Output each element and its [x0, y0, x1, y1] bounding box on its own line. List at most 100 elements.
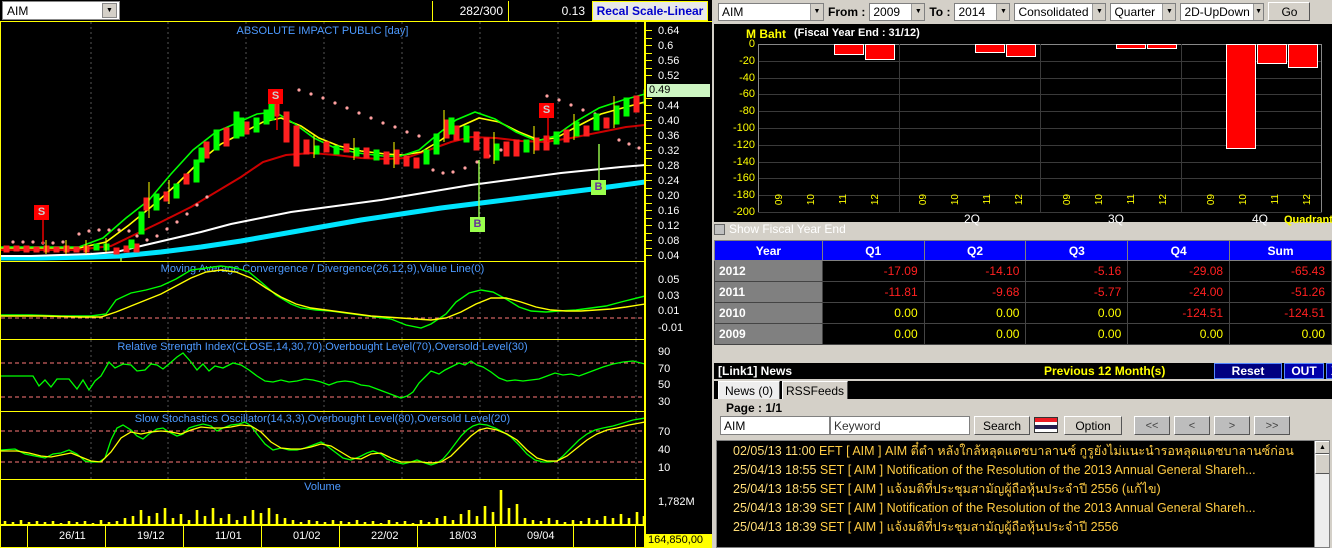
cell-q2: -9.68 — [923, 281, 1027, 303]
next-page-button[interactable]: > — [1214, 416, 1250, 435]
col-q3: Q3 — [1025, 240, 1129, 261]
scroll-up-icon[interactable]: ▲ — [1315, 441, 1329, 454]
page-indicator: Page : 1/1 — [726, 401, 783, 415]
checkbox-icon[interactable] — [714, 223, 725, 235]
last-page-button[interactable]: >> — [1254, 416, 1290, 435]
rsi-panel[interactable]: Relative Strength Index(CLOSE,14,30,70),… — [0, 340, 645, 412]
cell-q4: -24.00 — [1127, 281, 1231, 303]
volume-title: Volume — [304, 481, 341, 493]
tab-news[interactable]: News (0) — [718, 381, 780, 399]
quarterly-earnings-chart[interactable]: M Baht (Fiscal Year End : 31/12) 0 -20 -… — [714, 24, 1332, 226]
period-value: Quarter — [1114, 4, 1156, 19]
fiscal-year-end-label: (Fiscal Year End : 31/12) — [794, 27, 920, 39]
chart-canvas-area: ABSOLUTE IMPACT PUBLIC [day] — [0, 22, 712, 548]
cell-sum: -51.26 — [1229, 281, 1332, 303]
view-mode-select[interactable]: 2D-UpDown ▼ — [1180, 2, 1265, 21]
cell-year: 2012 — [714, 260, 823, 282]
news-list[interactable]: 02/05/13 11:00 EFT [ AIM ] AIM ตี๋ตํา หล… — [716, 440, 1330, 548]
period-select[interactable]: Quarter ▼ — [1110, 2, 1177, 21]
from-label: From : — [828, 4, 866, 19]
financial-symbol-value: AIM — [722, 4, 744, 19]
list-item[interactable]: 25/04/13 18:55 SET [ AIM ] Notification … — [717, 460, 1329, 479]
table-row[interactable]: 2012 -17.09 -14.10 -5.16 -29.08 -65.43 — [714, 260, 1332, 282]
chevron-down-icon[interactable]: ▼ — [1092, 3, 1106, 20]
first-page-button[interactable]: << — [1134, 416, 1170, 435]
news-header-bar: [Link1] News Previous 12 Month(s) Reset … — [714, 363, 1332, 379]
list-item[interactable]: 25/04/13 18:55 SET [ AIM ] แจ้งมติที่ประ… — [717, 479, 1329, 498]
macd-title: Moving Average Convergence / Divergence(… — [160, 263, 485, 275]
search-button[interactable]: Search — [974, 416, 1030, 435]
macd-line — [1, 265, 644, 329]
cell-q1: 0.00 — [821, 302, 925, 324]
news-symbol: [ AIM ] — [847, 481, 884, 496]
table-row[interactable]: 2009 0.00 0.00 0.00 0.00 0.00 — [714, 323, 1332, 345]
reset-button[interactable]: Reset — [1214, 363, 1282, 379]
price-chart-panel[interactable]: ABSOLUTE IMPACT PUBLIC [day] — [0, 22, 645, 262]
news-symbol-input[interactable]: AIM — [720, 416, 830, 435]
cell-q4: -29.08 — [1127, 260, 1231, 282]
to-label: To : — [929, 4, 951, 19]
chevron-down-icon[interactable]: ▼ — [911, 3, 925, 20]
news-scrollbar[interactable]: ▲ — [1314, 441, 1329, 547]
symbol-select[interactable]: AIM ▼ — [2, 1, 120, 20]
news-source: SET — [819, 481, 845, 496]
chevron-down-icon[interactable]: ▼ — [810, 3, 823, 20]
price-axis: 0.64 0.6 0.56 0.52 0.44 0.40 0.36 0.32 0… — [645, 22, 712, 262]
to-year-select[interactable]: 2014 ▼ — [954, 2, 1011, 21]
prev-page-button[interactable]: < — [1174, 416, 1210, 435]
news-period-label: Previous 12 Month(s) — [1044, 364, 1166, 378]
news-source: SET — [819, 500, 845, 515]
chart-title: ABSOLUTE IMPACT PUBLIC [day] — [236, 25, 409, 37]
from-year-select[interactable]: 2009 ▼ — [869, 2, 926, 21]
consolidated-value: Consolidated — [1018, 4, 1089, 19]
date-axis: 26/11 19/12 11/01 01/02 22/02 18/03 09/0… — [0, 525, 645, 548]
chevron-down-icon[interactable]: ▼ — [1252, 3, 1264, 20]
rsi-title: Relative Strength Index(CLOSE,14,30,70),… — [117, 341, 528, 353]
list-item[interactable]: 25/04/13 18:39 SET [ AIM ] แจ้งมติที่ประ… — [717, 517, 1329, 536]
tab-rssfeeds[interactable]: RSSFeeds — [782, 381, 848, 399]
chevron-down-icon[interactable]: ▼ — [1162, 3, 1176, 20]
cell-q2: 0.00 — [923, 302, 1027, 324]
recal-scale-button[interactable]: Recal Scale-Linear — [592, 1, 708, 21]
out-button[interactable]: OUT — [1284, 363, 1324, 379]
news-keyword-input[interactable]: Keyword — [830, 416, 970, 435]
news-text: AIM ตี๋ตํา หลังใกล้หลุดแดชบาลานซ์ กูรูยั… — [884, 443, 1294, 458]
list-item[interactable]: 02/05/13 11:00 EFT [ AIM ] AIM ตี๋ตํา หล… — [717, 441, 1329, 460]
close-icon[interactable]: X — [1326, 363, 1332, 379]
financial-symbol-select[interactable]: AIM ▼ — [718, 2, 824, 21]
cell-q1: 0.00 — [821, 323, 925, 345]
news-tabs: News (0) RSSFeeds — [714, 381, 1332, 399]
chevron-down-icon[interactable]: ▼ — [996, 3, 1010, 20]
cell-year: 2011 — [714, 281, 823, 303]
bar-count: 282/300 — [432, 1, 508, 21]
cell-q1: -17.09 — [821, 260, 925, 282]
news-text: Notification of the Resolution of the 20… — [886, 462, 1256, 477]
sell-marker: S — [268, 89, 283, 104]
consolidated-select[interactable]: Consolidated ▼ — [1014, 2, 1107, 21]
go-button[interactable]: Go — [1268, 2, 1311, 21]
bar — [1116, 44, 1147, 50]
bar-plot-area: 0 -20 -40 -60 -80 -100 -120 -140 -160 -1… — [733, 38, 1322, 218]
macd-panel[interactable]: Moving Average Convergence / Divergence(… — [0, 262, 645, 340]
ma-long-line — [1, 179, 644, 261]
news-symbol: [ AIM ] — [846, 443, 882, 458]
option-button[interactable]: Option — [1064, 416, 1122, 435]
quarterly-results-table[interactable]: Year Q1 Q2 Q3 Q4 Sum 2012 -17.09 -14.10 … — [714, 240, 1332, 345]
show-fiscal-year-end-checkbox[interactable]: Show Fiscal Year End — [714, 222, 846, 236]
buy-marker: B — [470, 217, 485, 232]
list-item[interactable]: 25/04/13 18:39 SET [ AIM ] Notification … — [717, 498, 1329, 517]
news-text: แจ้งมติที่ประชุมสามัญผู้ถือหุ้นประจำปี 2… — [886, 481, 1161, 496]
table-row[interactable]: 2010 0.00 0.00 0.00 -124.51 -124.51 — [714, 302, 1332, 324]
news-date: 25/04/13 18:55 — [733, 462, 817, 477]
stochastics-panel[interactable]: Slow Stochastics Oscillator(14,3,3),Over… — [0, 412, 645, 480]
signal-stems — [42, 94, 600, 244]
stochastics-axis: 70 40 10 — [645, 412, 712, 480]
news-date: 25/04/13 18:39 — [733, 519, 817, 534]
chevron-down-icon[interactable]: ▼ — [102, 3, 117, 18]
thai-flag-icon[interactable] — [1034, 417, 1058, 433]
scrollbar-thumb[interactable] — [1315, 454, 1329, 474]
sell-marker: S — [34, 205, 49, 220]
cell-year: 2010 — [714, 302, 823, 324]
volume-panel[interactable]: Volume — [0, 480, 645, 525]
table-row[interactable]: 2011 -11.81 -9.68 -5.77 -24.00 -51.26 — [714, 281, 1332, 303]
